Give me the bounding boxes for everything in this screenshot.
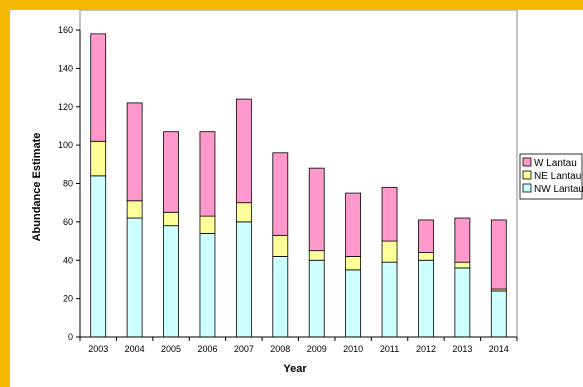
bar-segment-nw-lantau (235, 221, 252, 338)
plot-area (79, 10, 518, 338)
bar-segment-w-lantau (418, 219, 434, 253)
bar-segment-ne-lantau (272, 234, 289, 257)
bar-segment-ne-lantau (199, 215, 216, 234)
bar-group (90, 33, 507, 338)
legend-label: W Lantau (534, 158, 577, 169)
bar-segment-w-lantau (235, 98, 252, 204)
bar-segment-ne-lantau (308, 250, 325, 261)
x-tick-label: 2010 (343, 344, 363, 354)
bar-segment-nw-lantau (126, 217, 143, 338)
x-tick-label: 2007 (234, 344, 254, 354)
bar-segment-nw-lantau (199, 232, 216, 338)
y-tick-label: 140 (58, 63, 73, 73)
bar-segment-w-lantau (90, 33, 107, 142)
bar-segment-nw-lantau (490, 290, 507, 338)
x-tick-label: 2012 (416, 344, 436, 354)
legend-swatch (522, 170, 532, 180)
y-tick-group: 0 20 40 60 80 100 120 140 160 (58, 25, 80, 342)
bar-segment-ne-lantau (418, 252, 434, 261)
y-tick-label: 20 (63, 294, 73, 304)
x-tick-label: 2009 (307, 344, 327, 354)
bar-segment-ne-lantau (345, 256, 362, 271)
legend-swatch (522, 183, 532, 193)
y-tick-label: 60 (63, 217, 73, 227)
bar-segment-w-lantau (199, 131, 216, 217)
bar-segment-nw-lantau (163, 225, 179, 338)
legend: W Lantau NE Lantau NW Lantau (519, 153, 583, 200)
x-tick-label: 2011 (380, 344, 399, 354)
bar-segment-w-lantau (381, 186, 398, 242)
y-tick-label: 80 (63, 179, 73, 189)
chart-frame: 0 20 40 60 80 100 120 140 160 2003 2004 2005 2006 20… (10, 10, 583, 387)
bar-segment-w-lantau (163, 131, 179, 213)
x-tick-group: 2003 2004 2005 2006 2007 2008 2009 2010 2011 2012… (79, 337, 518, 354)
bar-segment-ne-lantau (90, 140, 107, 177)
bar-segment-ne-lantau (454, 261, 471, 269)
legend-label: NE Lantau (534, 171, 581, 182)
bar-segment-w-lantau (308, 167, 325, 252)
x-tick-label: 2004 (125, 344, 145, 354)
y-tick-label: 100 (58, 140, 73, 150)
bar-segment-nw-lantau (345, 269, 362, 338)
bar-segment-nw-lantau (381, 261, 398, 338)
bar-segment-w-lantau (490, 219, 507, 290)
y-tick-label: 40 (63, 255, 73, 265)
y-tick-label: 0 (68, 332, 73, 342)
legend-label: NW Lantau (534, 184, 583, 195)
y-tick-label: 120 (58, 102, 73, 112)
bar-segment-ne-lantau (126, 200, 143, 219)
x-tick-label: 2003 (88, 344, 108, 354)
x-tick-label: 2005 (161, 344, 181, 354)
bar-segment-ne-lantau (235, 202, 252, 223)
x-axis-title: Year (283, 363, 307, 375)
legend-swatch (522, 157, 532, 167)
bar-segment-w-lantau (454, 217, 471, 263)
bar-segment-nw-lantau (90, 175, 107, 338)
x-tick-label: 2008 (270, 344, 290, 354)
bar-segment-ne-lantau (381, 240, 398, 263)
y-tick-label: 160 (58, 25, 73, 35)
bar-segment-w-lantau (126, 102, 143, 202)
bar-segment-ne-lantau (163, 211, 179, 227)
bar-segment-w-lantau (272, 152, 289, 236)
y-axis-title: Abundance Estimate (31, 133, 43, 242)
x-tick-label: 2006 (197, 344, 217, 354)
bar-segment-nw-lantau (308, 259, 325, 338)
bar-segment-nw-lantau (454, 267, 471, 338)
x-tick-label: 2014 (489, 344, 509, 354)
bar-segment-nw-lantau (272, 256, 289, 338)
x-tick-label: 2013 (452, 344, 472, 354)
bar-segment-nw-lantau (418, 259, 434, 338)
bar-segment-w-lantau (345, 192, 362, 257)
